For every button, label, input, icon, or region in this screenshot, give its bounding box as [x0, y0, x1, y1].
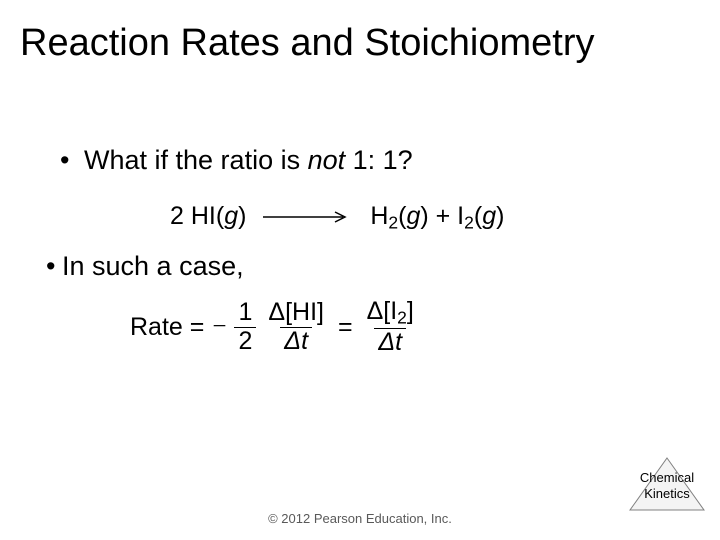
bullet2-text: In such a case, [62, 251, 244, 281]
rhs-close: ) [496, 202, 504, 230]
frac-dhi: Δ[HI] Δt [264, 299, 328, 355]
reaction-arrow-icon [263, 210, 353, 224]
badge-line1: Chemical [628, 470, 706, 486]
rate-expression: Rate = − 1 2 Δ[HI] Δt = Δ[I2] Δt [0, 282, 720, 356]
rate-label: Rate = [130, 313, 204, 342]
equals: = [338, 313, 353, 342]
bullet-mark: • [60, 145, 84, 176]
di2-num: Δ[I2] [363, 298, 418, 328]
bullet-2: •In such a case, [0, 233, 720, 282]
bullet1-not: not [308, 145, 346, 175]
rhs-h: H [370, 202, 388, 230]
di2-den: Δt [374, 328, 406, 357]
copyright-text: © 2012 Pearson Education, Inc. [0, 511, 720, 526]
chapter-badge: Chemical Kinetics [628, 462, 706, 516]
rhs-sub2: 2 [464, 212, 474, 232]
half-num: 1 [234, 299, 256, 327]
dhi-num: Δ[HI] [264, 299, 328, 327]
chemical-equation: 2 HI(g) H2(g) + I2(g) [0, 176, 720, 233]
bullet-1: •What if the ratio is not 1: 1? [0, 65, 720, 176]
minus-sign: − [212, 313, 226, 341]
bullet1-post: 1: 1? [345, 145, 413, 175]
dhi-den: Δt [280, 327, 312, 356]
badge-line2: Kinetics [628, 486, 706, 502]
lhs-close: ) [238, 202, 246, 230]
lhs-g: g [224, 202, 238, 230]
frac-half: 1 2 [234, 299, 256, 355]
bullet1-pre: What if the ratio is [84, 145, 308, 175]
rhs-g3: g [482, 202, 496, 230]
rhs-g2: g [406, 202, 420, 230]
rhs-sub1: 2 [388, 212, 398, 232]
slide-title: Reaction Rates and Stoichiometry [0, 0, 720, 65]
lhs-coeff: 2 HI( [170, 202, 224, 230]
frac-di2: Δ[I2] Δt [363, 298, 418, 356]
half-den: 2 [234, 327, 256, 356]
bullet2-mark: • [46, 251, 62, 282]
rhs-plus: ) + I [420, 202, 464, 230]
